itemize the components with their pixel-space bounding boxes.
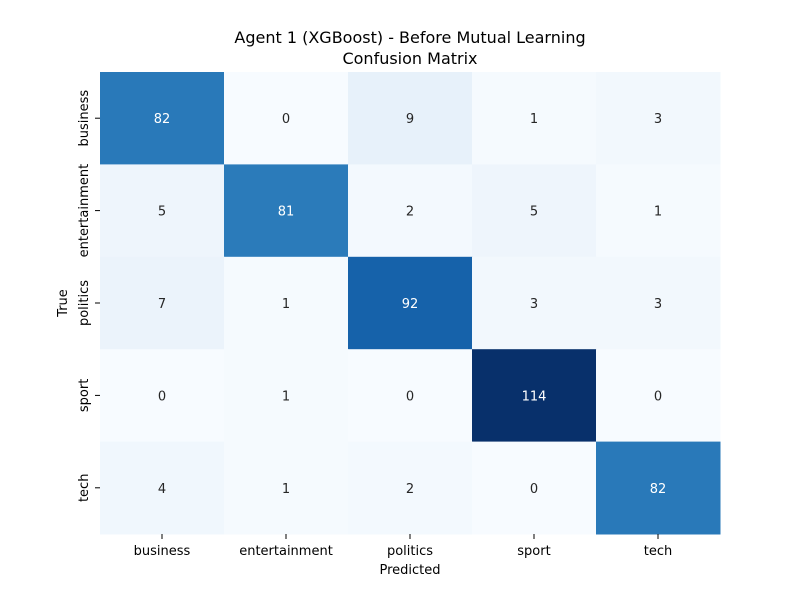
y-tick-label: tech (77, 474, 92, 502)
cell-value-label: 0 (282, 112, 290, 127)
heatmap-cell (472, 256, 597, 350)
cell-value-label: 5 (158, 205, 166, 220)
x-tick-label: sport (517, 544, 550, 559)
cell-value-label: 0 (530, 482, 538, 497)
cell-value-label: 114 (522, 389, 547, 404)
cell-value-label: 82 (154, 112, 171, 127)
cell-value-label: 3 (654, 112, 662, 127)
heatmap-cell (348, 256, 473, 350)
cell-value-label: 81 (278, 205, 295, 220)
cell-value-label: 1 (530, 112, 538, 127)
y-tick-label: politics (77, 280, 92, 326)
y-tick-label: entertainment (77, 164, 92, 258)
heatmap-cell (224, 256, 349, 350)
heatmap-cell (596, 349, 721, 443)
heatmap-cell (224, 164, 349, 258)
heatmap-cell (472, 72, 597, 165)
cell-value-label: 7 (158, 297, 166, 312)
cell-value-label: 4 (158, 482, 166, 497)
cell-value-label: 82 (650, 482, 667, 497)
cell-value-label: 2 (406, 482, 414, 497)
cell-value-label: 0 (406, 389, 414, 404)
heatmap-cell (596, 72, 721, 165)
chart-title-line-2: Confusion Matrix (342, 49, 477, 68)
x-axis-ticks: business entertainment politics sport tech (134, 534, 672, 559)
heatmap-cell (472, 164, 597, 258)
heatmap-cell (100, 349, 225, 443)
heatmap-cell (224, 349, 349, 443)
heatmap-cells (100, 72, 721, 535)
heatmap-cell (596, 256, 721, 350)
heatmap-cell (348, 441, 473, 535)
cell-value-label: 2 (406, 205, 414, 220)
cell-value-label: 1 (654, 205, 662, 220)
x-tick-label: politics (387, 544, 433, 559)
heatmap-cell (472, 349, 597, 443)
heatmap-cell (100, 441, 225, 535)
heatmap-cell (596, 441, 721, 535)
chart-title-line-1: Agent 1 (XGBoost) - Before Mutual Learni… (234, 28, 585, 47)
cell-value-label: 92 (402, 297, 419, 312)
y-axis-label: True (56, 289, 71, 318)
cell-labels: 82 0 9 1 3 5 81 2 5 1 7 1 92 3 3 0 1 0 114 0 4 1 2 0 82 (154, 112, 667, 497)
cell-value-label: 5 (530, 205, 538, 220)
heatmap-cell (224, 72, 349, 165)
x-axis-label: Predicted (379, 563, 440, 578)
y-tick-label: sport (77, 379, 92, 412)
cell-value-label: 1 (282, 389, 290, 404)
x-tick-label: tech (644, 544, 672, 559)
heatmap-cell (348, 72, 473, 165)
heatmap-cell (100, 72, 225, 165)
heatmap-cell (596, 164, 721, 258)
cell-value-label: 1 (282, 297, 290, 312)
cell-value-label: 3 (530, 297, 538, 312)
heatmap-cell (348, 164, 473, 258)
heatmap-cell (472, 441, 597, 535)
cell-value-label: 3 (654, 297, 662, 312)
y-tick-label: business (77, 90, 92, 147)
y-axis-ticks: business entertainment politics sport tech (77, 90, 100, 502)
cell-value-label: 1 (282, 482, 290, 497)
heatmap-cell (100, 164, 225, 258)
cell-value-label: 0 (654, 389, 662, 404)
heatmap-cell (224, 441, 349, 535)
heatmap-cell (348, 349, 473, 443)
x-tick-label: business (134, 544, 191, 559)
heatmap-cell (100, 256, 225, 350)
cell-value-label: 0 (158, 389, 166, 404)
cell-value-label: 9 (406, 112, 414, 127)
x-tick-label: entertainment (239, 544, 333, 559)
